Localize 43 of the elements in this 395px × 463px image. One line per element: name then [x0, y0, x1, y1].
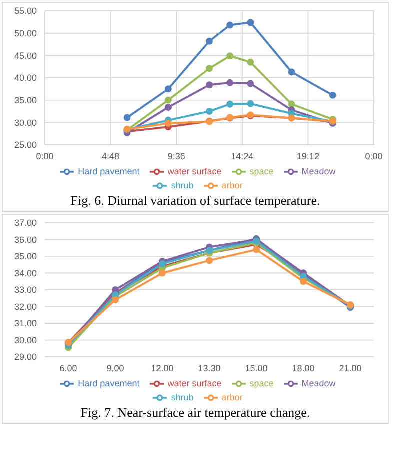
y-tick-label: 37.00: [14, 218, 37, 228]
legend-label: Hard pavement: [78, 378, 140, 388]
legend-label: arbor: [222, 180, 243, 190]
y-tick-label: 35.00: [14, 96, 37, 106]
y-tick-label: 45.00: [14, 50, 37, 61]
x-tick-label: 9:36: [168, 151, 186, 162]
x-tick-label: 21.00: [339, 363, 362, 374]
x-tick-label: 0:00: [365, 151, 383, 162]
caption: Fig. 6. Diurnal variation of surface temperature.: [70, 193, 322, 210]
legend-label: water surface: [168, 378, 222, 388]
x-tick-label: 19:12: [296, 151, 320, 162]
x-tick-label: 6.00: [60, 363, 78, 374]
x-tick-label: 0:00: [36, 151, 54, 162]
legend-label: Meadow: [302, 378, 336, 388]
legend-label: shrub: [171, 392, 194, 402]
legend-label: water surface: [168, 166, 222, 176]
x-tick-label: 9.00: [106, 363, 124, 374]
y-tick-label: 25.00: [14, 140, 37, 150]
x-tick-label: 15.00: [245, 363, 268, 374]
y-tick-label: 30.00: [14, 118, 37, 128]
y-tick-label: 55.00: [14, 6, 37, 16]
x-tick-label: 18.00: [292, 363, 315, 374]
x-tick-label: 13.30: [198, 363, 221, 374]
legend-label: shrub: [171, 180, 194, 190]
x-tick-label: 4:48: [102, 151, 120, 162]
y-tick-label: 33.00: [14, 285, 37, 296]
y-tick-label: 36.00: [14, 234, 37, 245]
y-tick-label: 30.00: [14, 335, 37, 346]
y-tick-label: 34.00: [14, 268, 37, 278]
y-tick-label: 29.00: [14, 352, 37, 362]
y-tick-label: 40.00: [14, 73, 37, 84]
legend-label: Meadow: [302, 166, 336, 176]
legend-label: Hard pavement: [78, 166, 140, 176]
y-tick-label: 32.00: [14, 302, 37, 312]
legend-label: space: [250, 166, 274, 176]
legend-label: space: [250, 378, 274, 388]
y-tick-label: 50.00: [14, 28, 37, 39]
y-tick-label: 31.00: [14, 318, 37, 329]
x-tick-label: 14:24: [231, 151, 254, 162]
x-tick-label: 12.00: [151, 363, 174, 374]
y-tick-label: 35.00: [14, 252, 37, 262]
caption: Fig. 7. Near-surface air temperature change.: [80, 405, 312, 422]
legend-label: arbor: [222, 392, 243, 402]
